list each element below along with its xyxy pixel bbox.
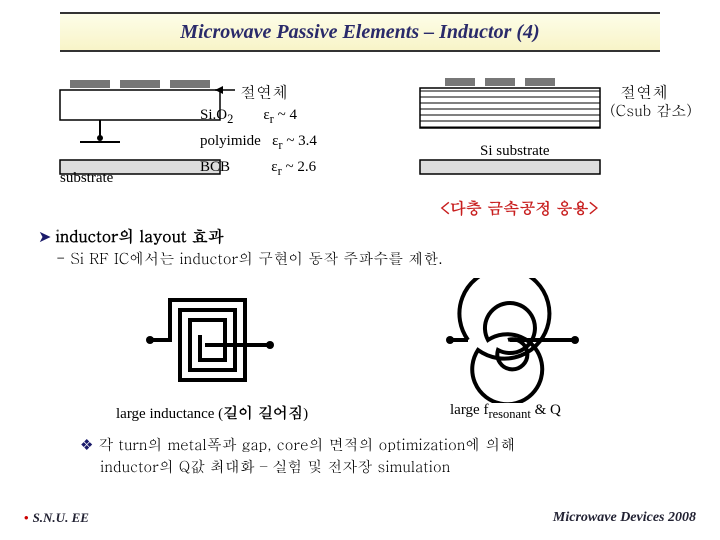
mat1-er: εr ~ 3.4	[272, 133, 317, 149]
footer-left-text: S.N.U. EE	[33, 510, 89, 525]
sp-b: & Q	[531, 402, 561, 418]
mat2-name: BCB	[200, 159, 230, 175]
sq-c: )	[303, 406, 308, 422]
footer-left: • S.N.U. EE	[24, 510, 89, 526]
square-inductor	[130, 280, 280, 400]
mat-row-2: BCB εr ~ 2.6	[200, 156, 380, 182]
material-table: Si.O2 εr ~ 4 polyimide εr ~ 3.4 BCB εr ~…	[200, 104, 380, 182]
bullet1-text: inductor의 layout 효과	[55, 224, 223, 247]
left-substrate-label: substrate	[60, 170, 113, 187]
right-csub-label: (Csub 감소)	[610, 100, 692, 121]
bullet2: ❖ 각 turn의 metal폭과 gap, core의 면적의 optimiz…	[80, 434, 515, 478]
bullet1-row: ➤ inductor의 layout 효과	[38, 224, 224, 247]
mat1-name: polyimide	[200, 133, 261, 149]
footer-right: Microwave Devices 2008	[553, 510, 696, 526]
circular-inductor	[430, 278, 590, 403]
slide-title-band: Microwave Passive Elements – Inductor (4…	[60, 12, 660, 52]
right-substrate-label: Si substrate	[480, 143, 550, 160]
arrow-icon: ➤	[38, 229, 51, 246]
square-caption: large inductance (길이 길어짐)	[116, 402, 308, 423]
mat2-er: εr ~ 2.6	[271, 159, 316, 175]
sq-a: large inductance (	[116, 406, 223, 422]
mat0-name: Si.O2	[200, 107, 233, 123]
mat0-er: εr ~ 4	[263, 107, 297, 123]
bullet2a: 각 turn의 metal폭과 gap, core의 면적의 optimizat…	[98, 434, 515, 455]
bullet2b: inductor의 Q값 최대화 – 실험 및 전자장 simulation	[100, 456, 450, 477]
sp-sub: resonant	[488, 407, 530, 421]
spiral-caption: large fresonant & Q	[450, 402, 561, 422]
bullet1-sub: - Si RF IC에서는 inductor의 구현이 동작 주파수를 제한.	[56, 248, 443, 269]
footer-dot-icon: •	[24, 510, 29, 525]
left-insulator-label: 절연체	[240, 80, 288, 103]
slide-title: Microwave Passive Elements – Inductor (4…	[180, 21, 539, 44]
diamond-icon: ❖	[80, 434, 93, 455]
mat-row-0: Si.O2 εr ~ 4	[200, 104, 380, 130]
sp-a: large f	[450, 402, 488, 418]
sq-b: 길이 길어짐	[223, 402, 303, 423]
multilayer-caption: <다층 금속공정 응용>	[440, 196, 599, 219]
mat-row-1: polyimide εr ~ 3.4	[200, 130, 380, 156]
